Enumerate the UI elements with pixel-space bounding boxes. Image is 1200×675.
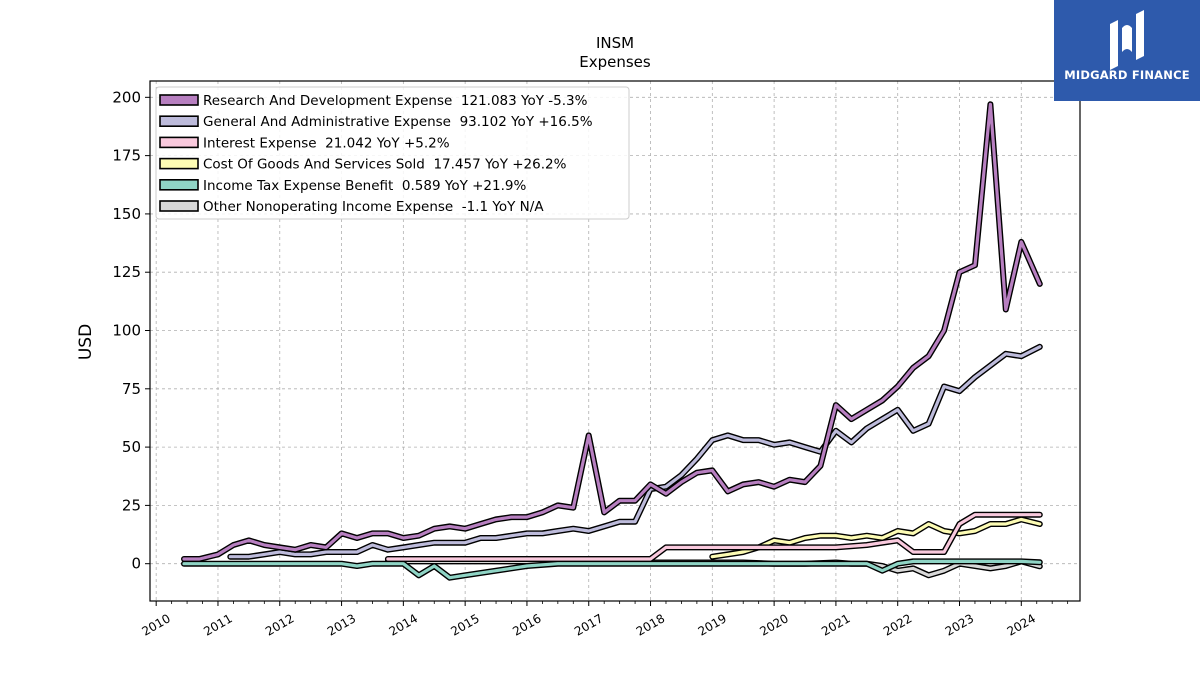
legend-label-1: General And Administrative Expense 93.10…	[203, 114, 593, 130]
legend-swatch-2	[159, 136, 199, 149]
x-tick-label: 2011	[201, 611, 234, 638]
legend-label-2: Interest Expense 21.042 YoY +5.2%	[203, 135, 450, 151]
chart-subtitle: Expenses	[579, 53, 651, 71]
legend-label-5: Other Nonoperating Income Expense -1.1 Y…	[203, 199, 544, 215]
x-tick-label: 2016	[510, 611, 543, 638]
y-tick-label: 175	[112, 147, 141, 165]
y-tick-label: 25	[122, 496, 141, 514]
chart-title: INSM	[596, 34, 634, 52]
legend-box	[155, 86, 630, 220]
x-tick-label: 2015	[448, 611, 481, 638]
series-line-0	[182, 102, 1042, 561]
x-tick-label: 2020	[757, 611, 790, 638]
logo-mark-icon	[1110, 10, 1144, 70]
x-tick-label: 2024	[1005, 611, 1038, 638]
x-tick-label: 2023	[943, 611, 976, 638]
series-line-1	[228, 345, 1042, 559]
y-axis-label: USD	[76, 324, 96, 360]
series-line-4	[182, 559, 1042, 580]
legend-swatch-4	[159, 179, 199, 191]
x-tick-label: 2010	[139, 611, 172, 638]
x-tick-label: 2013	[325, 611, 358, 638]
y-tick-label: 125	[112, 263, 141, 281]
y-tick-label: 0	[131, 555, 141, 573]
brand-name: MIDGARD FINANCE	[1064, 68, 1190, 82]
x-tick-label: 2021	[819, 611, 852, 638]
plot-frame	[149, 80, 1081, 602]
legend-swatch-0	[159, 94, 199, 106]
series-lines	[181, 101, 1043, 581]
legend: Research And Development Expense 121.083…	[155, 86, 630, 220]
x-tick-label: 2012	[263, 611, 296, 638]
y-tick-label: 100	[112, 322, 141, 340]
legend-label-4: Income Tax Expense Benefit 0.589 YoY +21…	[203, 178, 526, 194]
brand-logo: MIDGARD FINANCE	[1054, 0, 1200, 101]
y-tick-label: 200	[112, 88, 141, 106]
series-line-3	[710, 517, 1042, 559]
legend-label-0: Research And Development Expense 121.083…	[203, 93, 588, 109]
x-tick-label: 2014	[387, 611, 420, 638]
x-tick-label: 2022	[881, 611, 914, 638]
y-tick-label: 75	[122, 380, 141, 398]
y-tick-label: 150	[112, 205, 141, 223]
series-outline-1	[227, 343, 1043, 560]
y-tick-label: 50	[122, 438, 141, 456]
series-line-2	[386, 513, 1042, 561]
x-tick-label: 2018	[634, 611, 667, 638]
legend-label-3: Cost Of Goods And Services Sold 17.457 Y…	[203, 157, 567, 173]
legend-swatch-1	[159, 115, 199, 127]
legend-swatch-3	[159, 157, 199, 170]
x-tick-label: 2017	[572, 611, 605, 638]
x-tick-label: 2019	[696, 611, 729, 638]
legend-swatch-5	[159, 200, 199, 212]
